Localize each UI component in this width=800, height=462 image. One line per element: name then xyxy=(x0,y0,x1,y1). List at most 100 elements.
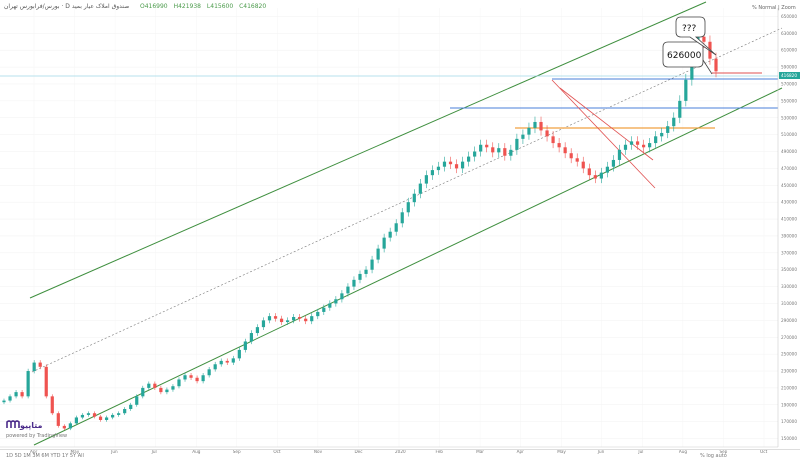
candle-body xyxy=(684,79,688,101)
candle-body xyxy=(660,132,664,137)
candle-body xyxy=(575,158,579,162)
price-tick: 490000 xyxy=(781,149,797,154)
ohlc-readout: O416990 H421938 L415600 C416820 xyxy=(140,3,270,10)
candle-body xyxy=(340,293,344,300)
price-tick: 350000 xyxy=(781,267,797,272)
candle-body xyxy=(678,100,682,118)
channel-midline xyxy=(31,27,783,373)
candle-body xyxy=(394,223,398,232)
price-tick: 450000 xyxy=(781,183,797,188)
time-tick: Apr xyxy=(517,449,525,454)
channel-lower-line xyxy=(33,87,783,446)
price-tick: 310000 xyxy=(781,301,797,306)
candle-body xyxy=(539,121,543,131)
price-tick: 530000 xyxy=(781,115,797,120)
annotations: 626000??? xyxy=(662,16,717,75)
price-tick: 550000 xyxy=(781,98,797,103)
candle-body xyxy=(159,387,163,393)
candle-body xyxy=(418,183,422,194)
price-tick: 330000 xyxy=(781,284,797,289)
low-value: L415600 xyxy=(206,3,234,10)
candle-body xyxy=(503,148,507,156)
time-tick: Sep xyxy=(233,449,241,454)
candle-body xyxy=(593,175,597,179)
time-tick: Jul xyxy=(637,449,643,454)
candle-body xyxy=(328,303,332,308)
candle-body xyxy=(111,414,115,418)
candle-body xyxy=(430,170,435,176)
candle-body xyxy=(611,159,616,167)
candle-body xyxy=(641,144,646,148)
price-tick: 290000 xyxy=(781,318,797,323)
candle-body xyxy=(587,168,591,176)
symbol-title[interactable]: بورس/فرابورس تهران · D صندوق املاک عیار … xyxy=(4,3,130,10)
candle-body xyxy=(255,327,260,334)
callout-626000-box xyxy=(662,41,704,68)
candle-body xyxy=(672,117,676,127)
range-buttons[interactable]: 1D 5D 1M 3M 6M YTD 1Y 5Y All xyxy=(6,453,84,459)
open-value: O416990 xyxy=(140,3,168,10)
candle-body xyxy=(605,166,609,173)
candle-body xyxy=(44,366,48,397)
price-tick: 210000 xyxy=(781,385,797,390)
time-tick: Mar xyxy=(476,449,484,454)
time-tick: Apr xyxy=(30,449,38,454)
candle-body xyxy=(267,316,272,321)
trend-lines xyxy=(0,1,783,446)
candle-body xyxy=(521,134,525,139)
candle-body xyxy=(32,362,36,372)
candle-body xyxy=(50,396,54,414)
candle-body xyxy=(316,311,320,317)
metapio-logo-icon xyxy=(6,420,20,428)
last-price-label: 416820 xyxy=(781,73,797,78)
price-tick: 470000 xyxy=(781,166,797,171)
candle-body xyxy=(599,172,603,179)
candle-body xyxy=(702,36,706,42)
candle-body xyxy=(581,161,585,169)
price-tick: 390000 xyxy=(781,233,797,238)
candle-body xyxy=(322,307,326,312)
candle-body xyxy=(479,144,483,152)
time-tick: Oct xyxy=(273,449,281,454)
time-tick: Feb xyxy=(436,449,444,454)
candle-body xyxy=(26,371,30,397)
price-tick: 150000 xyxy=(781,436,797,441)
candle-body xyxy=(485,144,489,148)
price-tick: 270000 xyxy=(781,335,797,340)
candle-body xyxy=(569,153,573,159)
callout-626000-pointer xyxy=(702,59,713,75)
price-tick: 170000 xyxy=(781,419,797,424)
candle-body xyxy=(473,151,477,157)
candle-body xyxy=(304,318,308,322)
candle-body xyxy=(442,161,447,167)
candle-body xyxy=(135,396,139,405)
candle-body xyxy=(515,138,519,150)
time-tick: Aug xyxy=(679,449,688,454)
time-tick: Jul xyxy=(151,449,157,454)
candle-body xyxy=(117,413,121,415)
candle-body xyxy=(448,161,453,165)
candle-body xyxy=(334,299,338,304)
scale-options[interactable]: % log auto xyxy=(700,453,727,459)
time-tick: Nov xyxy=(314,449,323,454)
callout-question-bubble xyxy=(675,16,717,56)
candle-body xyxy=(213,364,217,370)
last-price-tag xyxy=(779,72,800,79)
powered-by[interactable]: powered by TradingView xyxy=(6,433,68,439)
price-tick: 570000 xyxy=(781,81,797,86)
chart-settings[interactable]: % Normal | Zoom xyxy=(752,5,796,11)
price-axis: 150000 170000 190000 210000 230000 250000 2700… xyxy=(777,8,800,447)
candle-body xyxy=(648,143,652,148)
time-tick: Dec xyxy=(354,449,363,454)
candle-body xyxy=(406,202,410,213)
candle-body xyxy=(219,360,223,365)
candle-body xyxy=(98,416,103,420)
candle-body xyxy=(298,316,302,319)
candle-body xyxy=(654,136,658,144)
candle-body xyxy=(666,126,670,133)
candle-body xyxy=(92,413,97,417)
candle-body xyxy=(527,127,531,135)
candle-body xyxy=(14,392,18,397)
candle-body xyxy=(80,414,85,418)
